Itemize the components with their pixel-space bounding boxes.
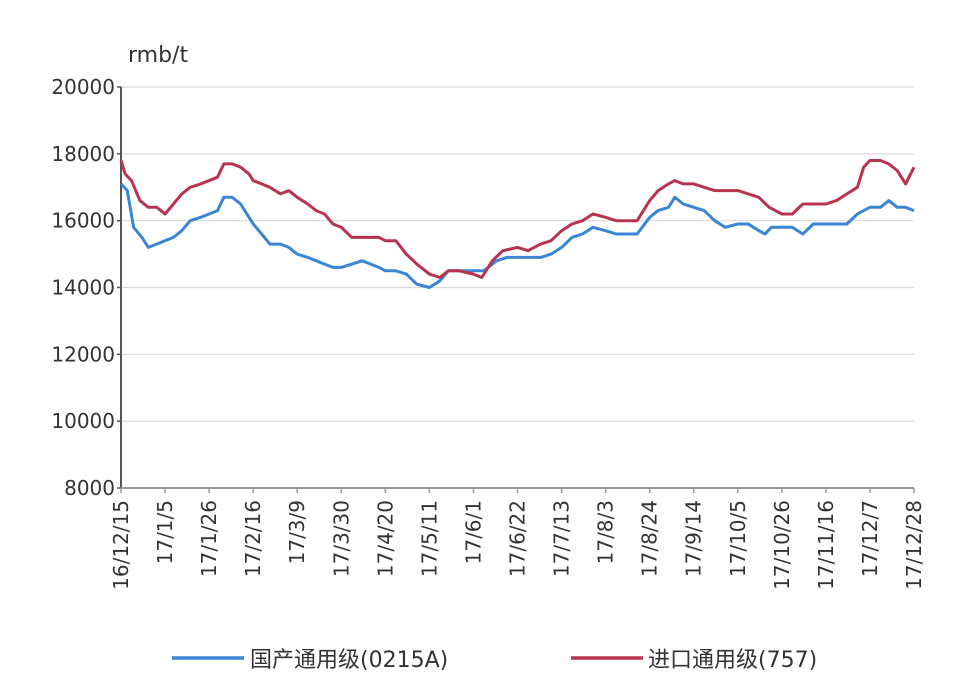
x-tick-labels: 16/12/15 17/1/5 17/1/26 17/2/16 17/3/9 17/3/3… xyxy=(109,488,926,590)
y-tick-label: 14000 xyxy=(51,276,115,300)
x-tick-label: 17/1/5 xyxy=(153,500,177,564)
x-tick-label: 17/6/1 xyxy=(461,500,485,564)
x-tick-label: 17/8/3 xyxy=(594,500,618,564)
y-tick-label: 12000 xyxy=(51,342,115,366)
x-tick-label: 17/2/16 xyxy=(241,500,265,577)
y-tick-label: 18000 xyxy=(51,142,115,166)
series-line-0 xyxy=(119,182,915,289)
x-tick-label: 17/11/16 xyxy=(814,500,838,590)
x-tick-label: 17/12/28 xyxy=(902,500,926,590)
y-tick-label: 20000 xyxy=(51,75,115,99)
y-tick-label: 10000 xyxy=(51,409,115,433)
x-tick-label: 17/10/26 xyxy=(770,500,794,590)
legend: 国产通用级(0215A) 进口通用级(757) xyxy=(172,648,817,673)
x-tick-label: 17/12/7 xyxy=(858,500,882,577)
legend-label-0: 国产通用级(0215A) xyxy=(250,648,448,673)
x-tick-label: 17/3/30 xyxy=(329,500,353,577)
y-tick-label: 8000 xyxy=(64,476,115,500)
x-tick-label: 17/4/20 xyxy=(373,500,397,577)
x-tick-label: 17/7/13 xyxy=(550,500,574,577)
y-axis-label: rmb/t xyxy=(128,43,188,68)
x-tick-label: 16/12/15 xyxy=(109,500,133,590)
series-line-1 xyxy=(119,159,916,279)
legend-label-1: 进口通用级(757) xyxy=(648,648,817,673)
y-tick-labels: 20000 18000 16000 14000 12000 10000 8000 xyxy=(51,75,115,500)
y-tick-label: 16000 xyxy=(51,209,115,233)
x-tick-label: 17/3/9 xyxy=(285,500,309,564)
x-tick-label: 17/10/5 xyxy=(726,500,750,577)
x-tick-label: 17/6/22 xyxy=(506,500,530,577)
x-tick-label: 17/8/24 xyxy=(638,500,662,577)
x-tick-label: 17/1/26 xyxy=(197,500,221,577)
x-tick-label: 17/9/14 xyxy=(682,500,706,577)
series-lines xyxy=(119,159,916,289)
x-tick-label: 17/5/11 xyxy=(417,500,441,577)
gridlines xyxy=(117,86,914,489)
